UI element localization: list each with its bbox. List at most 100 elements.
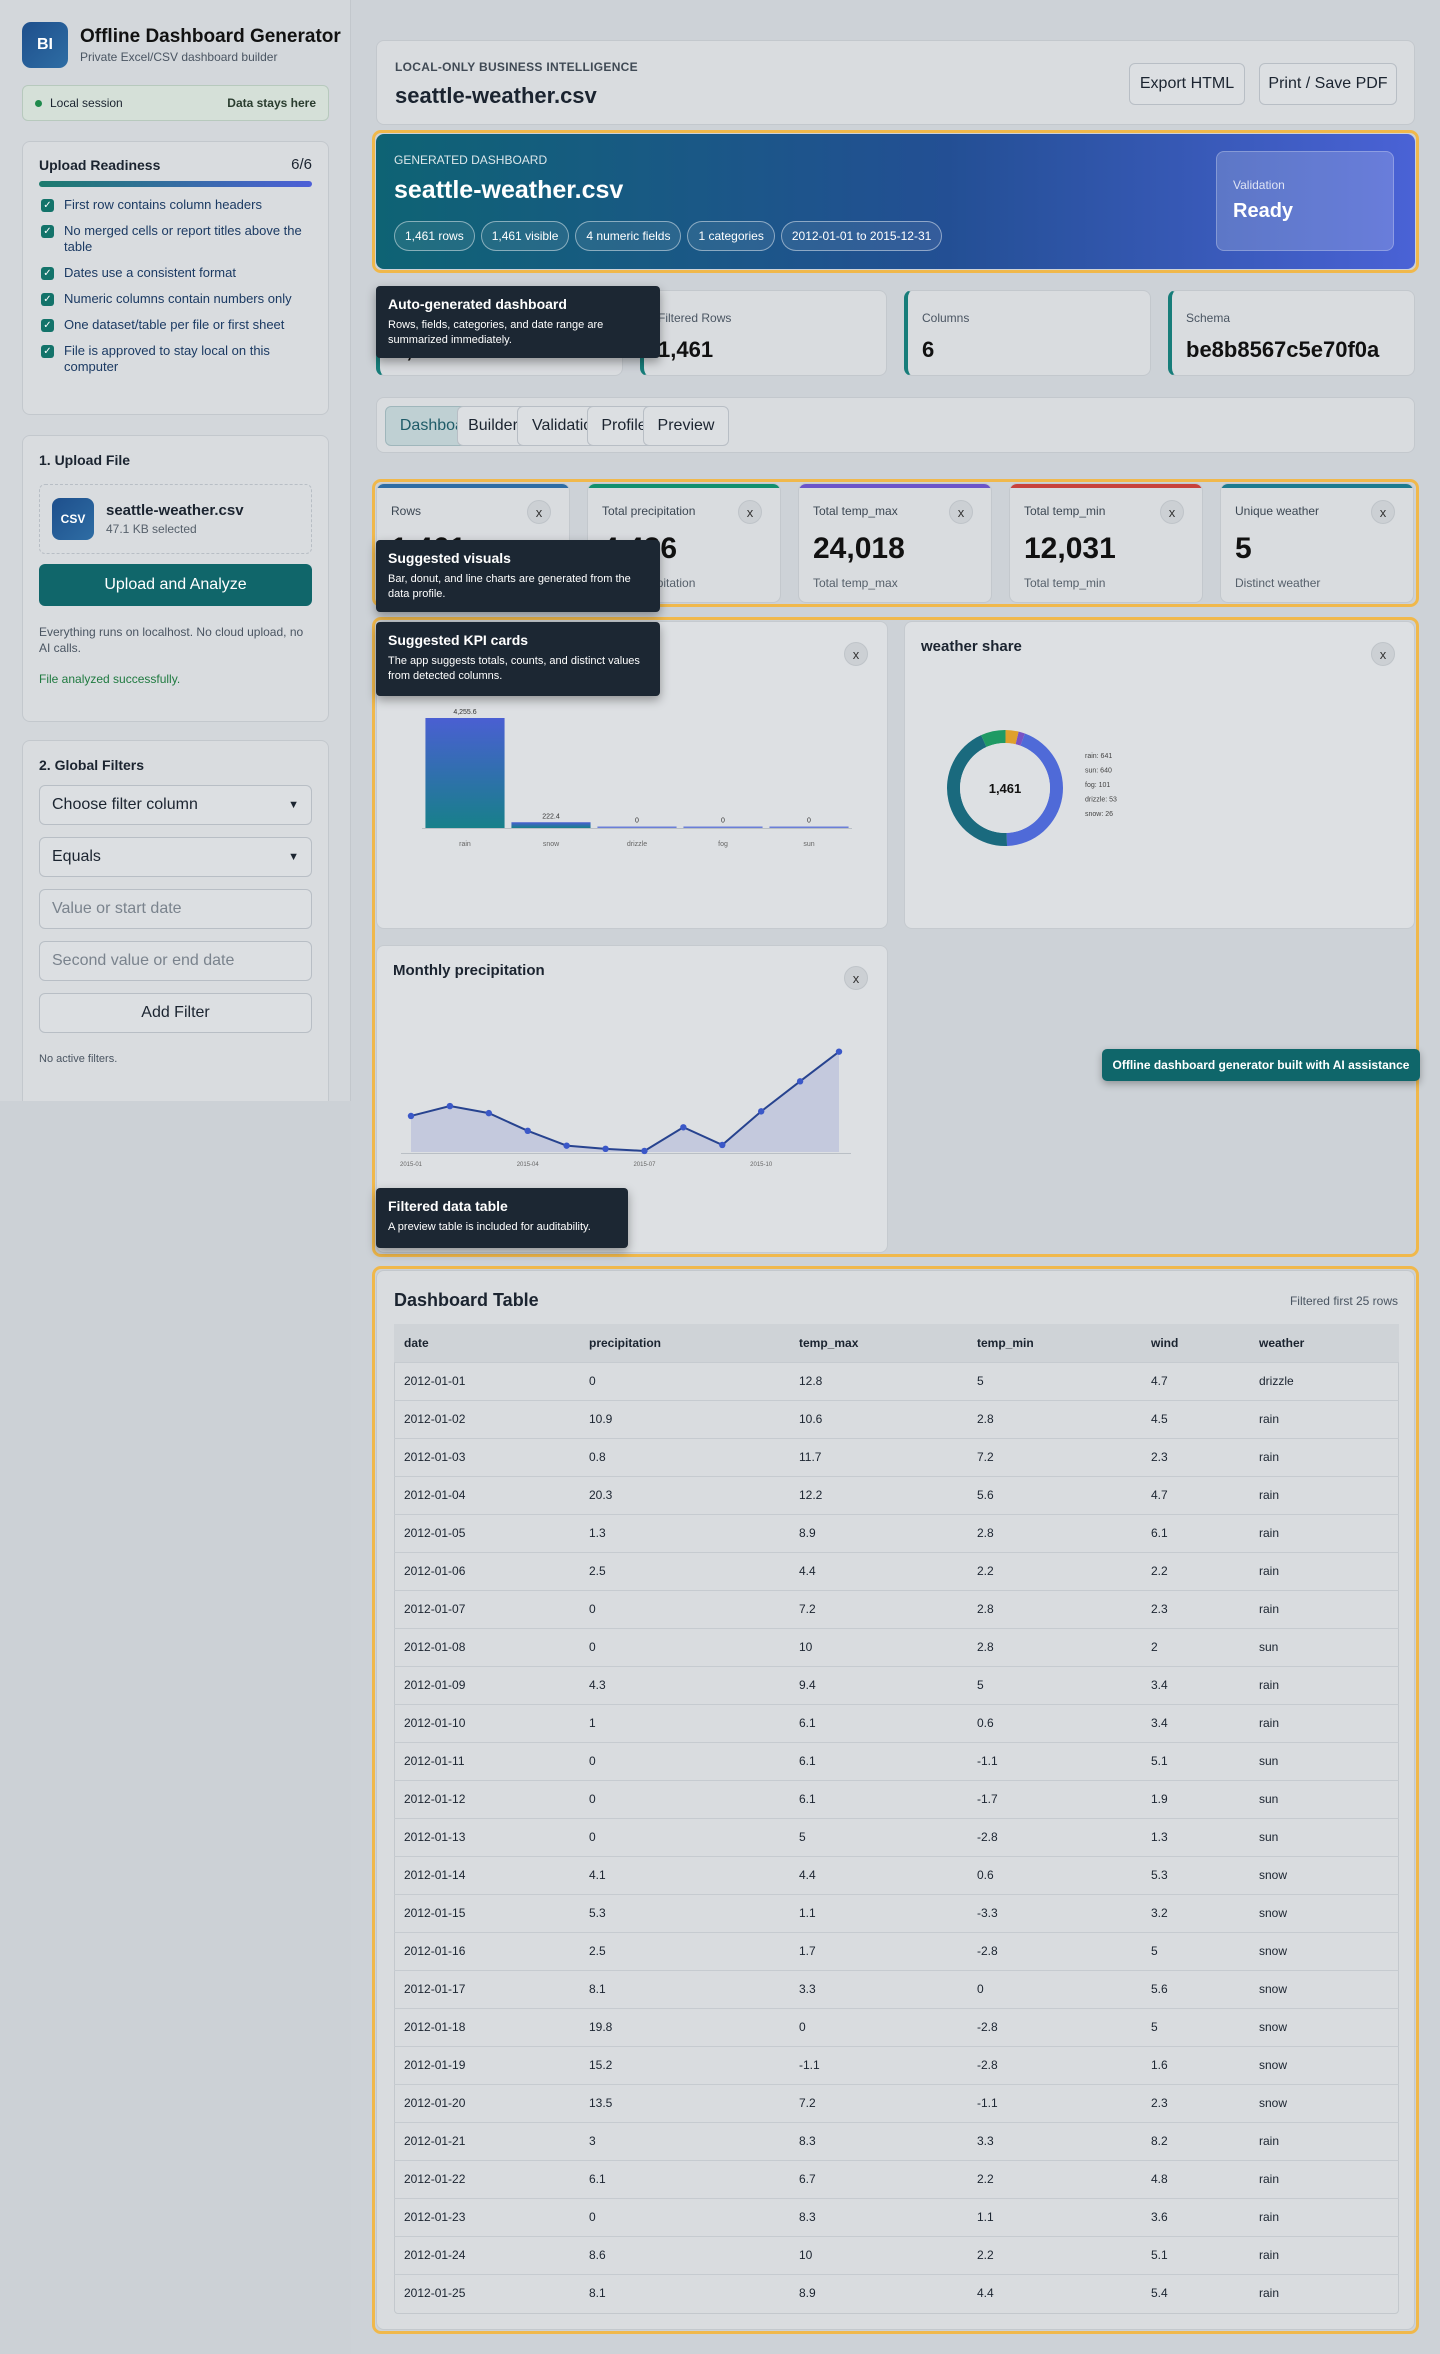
table-row: 2012-01-11 0 6.1 -1.1 5.1 sun [394, 1741, 1399, 1780]
close-icon[interactable]: x [527, 500, 551, 524]
file-name: seattle-weather.csv [106, 502, 244, 519]
stat-value: 1,461 [658, 337, 714, 362]
table-cell: 2012-01-09 [394, 1665, 579, 1704]
stat-card: Filtered Rows 1,461 [640, 290, 887, 376]
table-cell: rain [1249, 1399, 1399, 1438]
table-cell: 2012-01-18 [394, 2007, 579, 2046]
bar-sun [769, 826, 849, 828]
table-cell: -2.8 [967, 2045, 1141, 2084]
bar-drizzle [597, 826, 677, 828]
table-cell: 0.6 [967, 1855, 1141, 1894]
donut-center-label: 1,461 [989, 781, 1022, 796]
table-cell: 3.2 [1141, 1893, 1249, 1932]
table-note: Filtered first 25 rows [1289, 1294, 1398, 1308]
tooltip-title: Filtered data table [388, 1198, 508, 1214]
table-cell: 2012-01-16 [394, 1931, 579, 1970]
x-tick-label: fog [718, 841, 728, 848]
table-cell: 2.3 [1141, 1437, 1249, 1476]
bar-rain [425, 718, 505, 828]
stat-value: be8b8567c5e70f0a [1186, 337, 1380, 362]
column-header-temp_max: temp_max [789, 1324, 967, 1362]
table-cell: rain [1249, 1475, 1399, 1514]
table-cell: 0 [967, 1969, 1141, 2008]
kpi-value: 5 [1235, 532, 1252, 565]
close-icon[interactable]: x [949, 500, 973, 524]
close-icon[interactable]: x [738, 500, 762, 524]
checkbox-checked-icon[interactable]: ✓ [41, 345, 54, 358]
readiness-check-item[interactable]: ✓ No merged cells or report titles above … [39, 223, 312, 255]
kpi-sublabel: Total temp_max [813, 576, 898, 590]
table-cell: 13.5 [579, 2083, 789, 2122]
filter-column-select[interactable]: Choose filter column ▼ [39, 785, 312, 825]
close-icon[interactable]: x [1371, 642, 1395, 666]
table-cell: rain [1249, 2159, 1399, 2198]
x-tick-label: drizzle [627, 841, 647, 848]
table-cell: 10.9 [579, 1399, 789, 1438]
table-cell: -3.3 [967, 1893, 1141, 1932]
filter-value-input[interactable]: Value or start date [39, 889, 312, 929]
sidebar-cutoff-area [0, 1101, 351, 2354]
table-cell: 2012-01-04 [394, 1475, 579, 1514]
close-icon[interactable]: x [844, 966, 868, 990]
table-cell: rain [1249, 1437, 1399, 1476]
column-header-date: date [394, 1324, 579, 1362]
add-filter-button[interactable]: Add Filter [39, 993, 312, 1033]
table-cell: 2012-01-24 [394, 2235, 579, 2274]
filter-operator-value: Equals [52, 848, 101, 865]
filters-title: 2. Global Filters [39, 757, 145, 773]
tab-preview[interactable]: Preview [643, 406, 729, 446]
table-cell: 2012-01-11 [394, 1741, 579, 1780]
upload-card: 1. Upload File CSV seattle-weather.csv 4… [22, 435, 329, 722]
kpi-accent-bar [377, 484, 569, 488]
check-label: One dataset/table per file or first shee… [64, 317, 285, 332]
readiness-progress-bar [39, 181, 312, 187]
table-cell: 7.2 [789, 1589, 967, 1628]
check-label: Dates use a consistent format [64, 265, 236, 280]
table-cell: snow [1249, 1893, 1399, 1932]
readiness-check-item[interactable]: ✓ Dates use a consistent format [39, 265, 312, 281]
checkbox-checked-icon[interactable]: ✓ [41, 199, 54, 212]
readiness-count: 6/6 [291, 156, 312, 173]
app-subtitle: Private Excel/CSV dashboard builder [80, 50, 278, 64]
table-cell: 2012-01-02 [394, 1399, 579, 1438]
bar-data-label: 222.4 [542, 813, 560, 820]
checkbox-checked-icon[interactable]: ✓ [41, 293, 54, 306]
summary-pill: 1,461 rows [394, 221, 475, 251]
table-row: 2012-01-20 13.5 7.2 -1.1 2.3 snow [394, 2083, 1399, 2122]
tooltip-table: Filtered data table A preview table is i… [376, 1188, 628, 1248]
close-icon[interactable]: x [1371, 500, 1395, 524]
table-cell: 2012-01-13 [394, 1817, 579, 1856]
readiness-check-item[interactable]: ✓ One dataset/table per file or first she… [39, 317, 312, 333]
table-cell: 4.1 [579, 1855, 789, 1894]
readiness-checklist: ✓ First row contains column headers ✓ No me… [39, 197, 312, 375]
table-cell: 2.2 [967, 2159, 1141, 2198]
table-cell: 4.4 [789, 1855, 967, 1894]
filter-operator-select[interactable]: Equals ▼ [39, 837, 312, 877]
table-cell: 8.3 [789, 2121, 967, 2160]
table-cell: 5 [1141, 1931, 1249, 1970]
readiness-check-item[interactable]: ✓ First row contains column headers [39, 197, 312, 213]
checkbox-checked-icon[interactable]: ✓ [41, 225, 54, 238]
data-point [407, 1112, 415, 1120]
filter-second-value-input[interactable]: Second value or end date [39, 941, 312, 981]
x-tick-label: 2015-10 [750, 1162, 773, 1168]
column-header-temp_min: temp_min [967, 1324, 1141, 1362]
close-icon[interactable]: x [844, 642, 868, 666]
tab-bar: Dashboard Builder Validation Profile Preview [376, 397, 1415, 453]
table-cell: 1.3 [1141, 1817, 1249, 1856]
brand: BI Offline Dashboard Generator Private E… [22, 22, 341, 68]
table-row: 2012-01-24 8.6 10 2.2 5.1 rain [394, 2235, 1399, 2274]
close-icon[interactable]: x [1160, 500, 1184, 524]
export-html-button[interactable]: Export HTML [1129, 63, 1245, 105]
tooltip-title: Suggested KPI cards [388, 632, 529, 648]
series-line [410, 1050, 840, 1152]
readiness-check-item[interactable]: ✓ Numeric columns contain numbers only [39, 291, 312, 307]
checkbox-checked-icon[interactable]: ✓ [41, 319, 54, 332]
upload-analyze-button[interactable]: Upload and Analyze [39, 564, 312, 606]
checkbox-checked-icon[interactable]: ✓ [41, 267, 54, 280]
file-dropzone[interactable]: CSV seattle-weather.csv 47.1 KB selected [39, 484, 312, 554]
table-cell: 5.4 [1141, 2273, 1249, 2312]
upload-title: 1. Upload File [39, 452, 131, 468]
print-pdf-button[interactable]: Print / Save PDF [1259, 63, 1397, 105]
readiness-check-item[interactable]: ✓ File is approved to stay local on this … [39, 343, 312, 375]
